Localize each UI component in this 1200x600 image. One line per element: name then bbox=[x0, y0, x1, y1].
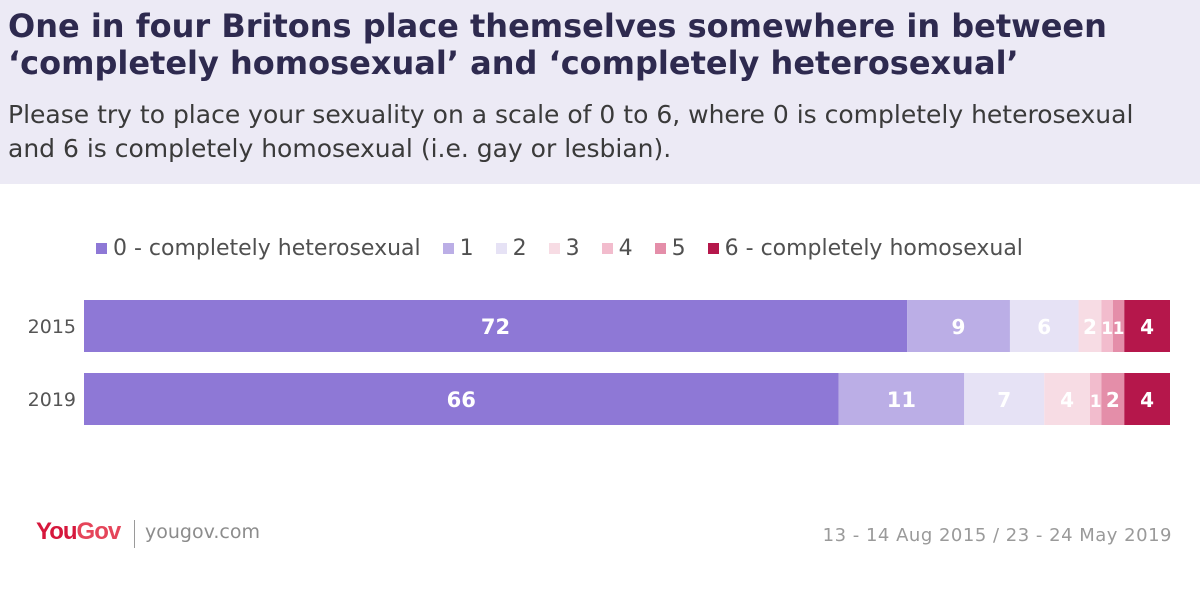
legend-item-3: 3 bbox=[548, 235, 580, 261]
data-label-2015-series-0: 72 bbox=[481, 315, 510, 339]
subtitle-line-1: Please try to place your sexuality on a … bbox=[8, 100, 1134, 129]
header-banner: One in four Britons place themselves som… bbox=[0, 0, 1200, 184]
yougov-logo: YouGov bbox=[36, 518, 122, 546]
legend-label-6: 6 - completely homosexual bbox=[724, 235, 1023, 261]
logo-gov: Gov bbox=[76, 518, 122, 545]
chart-subtitle: Please try to place your sexuality on a … bbox=[8, 98, 1200, 166]
legend-swatch-0 bbox=[96, 242, 107, 254]
bar-2019-series-3 bbox=[1044, 373, 1090, 425]
logo-you: You bbox=[36, 518, 78, 545]
data-label-2019-series-4: 1 bbox=[1090, 392, 1102, 412]
bar-2015-series-0 bbox=[84, 300, 908, 352]
data-label-2019-series-3: 4 bbox=[1060, 388, 1074, 412]
legend-label-4: 4 bbox=[618, 235, 633, 261]
bar-2019-series-2 bbox=[964, 373, 1045, 425]
legend-swatch-2 bbox=[495, 242, 507, 254]
survey-dates: 13 - 14 Aug 2015 / 23 - 24 May 2019 bbox=[822, 525, 1172, 546]
legend-swatch-3 bbox=[548, 242, 560, 254]
legend-swatch-5 bbox=[654, 242, 666, 254]
bar-2019-series-6 bbox=[1124, 373, 1170, 425]
bar-2015-series-3 bbox=[1078, 300, 1102, 352]
legend-item-0: 0 - completely heterosexual bbox=[96, 236, 421, 261]
legend-label-0: 0 - completely heterosexual bbox=[113, 235, 421, 261]
bar-2015-series-1 bbox=[907, 300, 1010, 352]
title-line-1: One in four Britons place themselves som… bbox=[8, 7, 1107, 45]
bar-2015-series-5 bbox=[1112, 300, 1125, 352]
data-label-2019-series-1: 11 bbox=[887, 388, 916, 412]
chart-legend: 0 - completely heterosexual 1 2 3 4 5 6 - comp… bbox=[96, 233, 1023, 263]
data-label-2015-series-6: 4 bbox=[1140, 315, 1154, 339]
data-label-2015-series-5: 1 bbox=[1113, 319, 1125, 339]
bar-2015-series-4 bbox=[1101, 300, 1113, 352]
legend-item-6: 6 - completely homosexual bbox=[707, 235, 1023, 261]
legend-label-1: 1 bbox=[459, 235, 474, 261]
data-label-2019-series-5: 2 bbox=[1106, 388, 1120, 412]
legend-label-5: 5 bbox=[671, 235, 686, 261]
legend-swatch-1 bbox=[442, 242, 454, 254]
data-label-2015-series-3: 2 bbox=[1083, 315, 1097, 339]
bar-2015-series-6 bbox=[1124, 300, 1170, 352]
data-label-2015-series-4: 1 bbox=[1101, 319, 1113, 339]
legend-label-3: 3 bbox=[565, 235, 580, 261]
legend-item-4: 4 bbox=[601, 235, 633, 261]
chart-title: One in four Britons place themselves som… bbox=[8, 8, 1198, 82]
category-label-2019: 2019 bbox=[28, 389, 76, 411]
legend-swatch-6 bbox=[707, 242, 719, 254]
data-label-2015-series-2: 6 bbox=[1037, 315, 1051, 339]
data-label-2019-series-6: 4 bbox=[1140, 388, 1154, 412]
legend-swatch-4 bbox=[601, 242, 613, 254]
bar-2015-series-2 bbox=[1009, 300, 1079, 352]
data-label-2015-series-1: 9 bbox=[952, 315, 966, 339]
title-line-2: ‘completely homosexual’ and ‘completely … bbox=[8, 44, 1019, 82]
footer-divider bbox=[134, 520, 135, 548]
category-label-2015: 2015 bbox=[28, 316, 76, 338]
data-label-2019-series-2: 7 bbox=[997, 388, 1011, 412]
legend-item-1: 1 bbox=[442, 235, 474, 261]
legend-item-2: 2 bbox=[495, 235, 527, 261]
bar-2019-series-4 bbox=[1089, 373, 1102, 425]
data-label-2019-series-0: 66 bbox=[447, 388, 476, 412]
subtitle-line-2: and 6 is completely homosexual (i.e. gay… bbox=[8, 134, 672, 163]
bar-2019-series-1 bbox=[838, 373, 965, 425]
footer-url: yougov.com bbox=[145, 521, 260, 543]
bar-2019-series-5 bbox=[1101, 373, 1125, 425]
bar-2019-series-0 bbox=[84, 373, 839, 425]
legend-label-2: 2 bbox=[512, 235, 527, 261]
legend-item-5: 5 bbox=[654, 235, 686, 261]
